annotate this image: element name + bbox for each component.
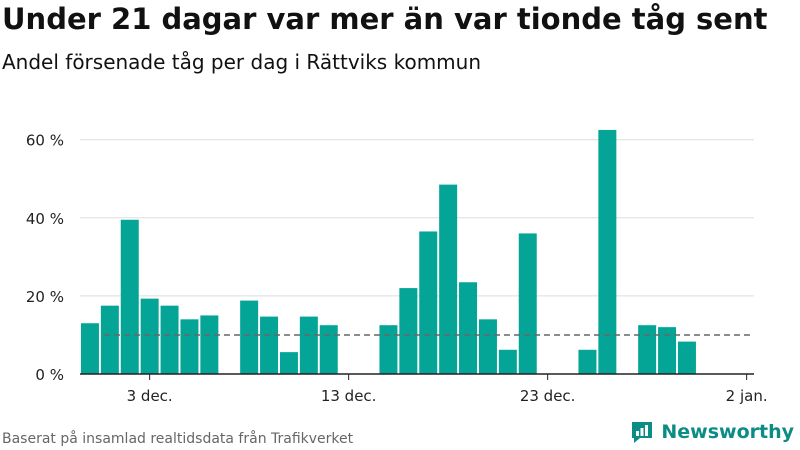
- bars: [80, 129, 696, 374]
- bar: [658, 327, 677, 374]
- x-axis-labels: 3 dec. 13 dec. 23 dec. 2 jan.: [127, 374, 768, 405]
- bar: [379, 325, 398, 374]
- bar: [200, 315, 219, 374]
- bar: [399, 288, 418, 374]
- chart-title: Under 21 dagar var mer än var tionde tåg…: [2, 2, 768, 36]
- bar: [140, 298, 159, 374]
- y-tick-label: 40 %: [26, 210, 64, 228]
- bar-chart: 0 % 20 % 40 % 60 % 3 dec. 13 dec. 23 dec. 2 ja…: [26, 129, 768, 405]
- source-note: Baserat på insamlad realtidsdata från Tr…: [2, 431, 354, 447]
- bar: [439, 184, 458, 374]
- bar: [160, 305, 179, 374]
- newsworthy-logo-icon: [632, 422, 653, 443]
- x-tick-label: 23 dec.: [520, 387, 576, 405]
- bar: [498, 349, 517, 374]
- bar: [240, 300, 259, 374]
- bar: [120, 219, 139, 374]
- bar: [677, 341, 696, 374]
- bar: [459, 282, 478, 374]
- bar: [299, 316, 318, 374]
- brand-name: Newsworthy: [661, 421, 794, 443]
- bar: [180, 319, 199, 374]
- bar: [260, 316, 279, 374]
- chart-subtitle: Andel försenade tåg per dag i Rättviks k…: [2, 50, 482, 74]
- bar: [279, 352, 298, 374]
- y-tick-label: 60 %: [26, 132, 64, 150]
- grid-lines: [80, 139, 754, 297]
- y-axis-labels: 0 % 20 % 40 % 60 %: [26, 132, 64, 384]
- bar: [319, 325, 338, 374]
- x-tick-label: 13 dec.: [321, 387, 377, 405]
- bar: [80, 323, 99, 374]
- x-tick-label: 3 dec.: [127, 387, 173, 405]
- y-tick-label: 20 %: [26, 288, 64, 306]
- bar: [100, 305, 119, 374]
- bar: [419, 231, 438, 374]
- bar: [518, 233, 537, 374]
- brand-logo: Newsworthy: [629, 419, 794, 445]
- x-tick-label: 2 jan.: [726, 387, 768, 405]
- bar: [478, 319, 497, 374]
- bar: [598, 129, 617, 374]
- bar: [578, 349, 597, 374]
- y-tick-label: 0 %: [35, 366, 64, 384]
- bar: [638, 325, 657, 374]
